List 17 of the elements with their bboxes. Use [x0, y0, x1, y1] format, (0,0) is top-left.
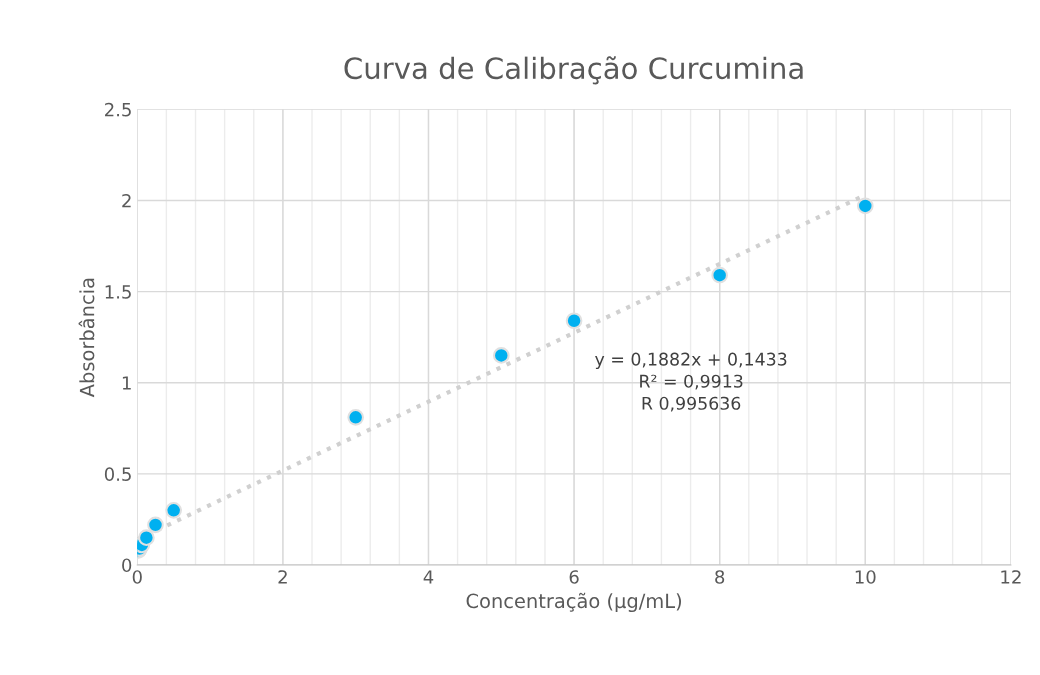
y-tick-label: 0 [122, 558, 132, 573]
x-tick-label: 10 [855, 570, 876, 584]
y-tick-label: 1 [122, 376, 131, 390]
y-axis-title: Absorbância [78, 278, 95, 398]
x-tick-label: 12 [1001, 570, 1021, 584]
y-tick-label: 2.5 [105, 102, 131, 117]
x-tick-label: 0 [132, 570, 142, 584]
annotation: y = 0,1882x + 0,1433 R² = 0,9913 R 0,995636 [595, 352, 787, 412]
x-tick-label: 2 [278, 570, 287, 584]
y-tick-label: 1.5 [105, 285, 131, 299]
x-tick-label: 6 [569, 570, 579, 584]
y-tick-label: 0.5 [104, 467, 131, 481]
x-tick-label: 4 [423, 570, 434, 584]
x-tick-label: 8 [715, 570, 725, 584]
y-tick-label: 2 [122, 193, 131, 208]
x-axis-title: Concentração (µg/mL) [466, 592, 682, 613]
chart-title: Curva de Calibração Curcumina [344, 56, 803, 85]
